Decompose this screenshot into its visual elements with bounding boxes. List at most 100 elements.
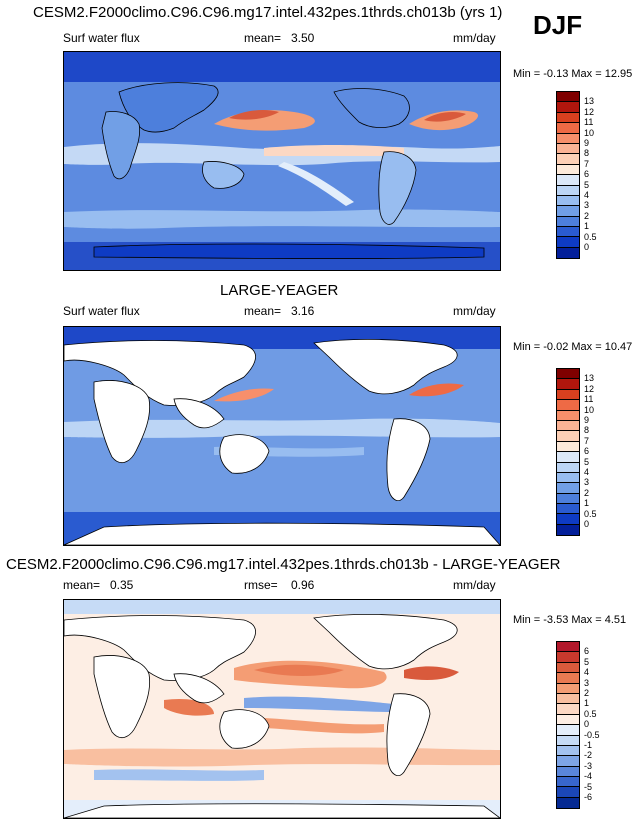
colorbar-swatch	[557, 787, 579, 798]
colorbar-tick-label: 11	[584, 394, 594, 405]
colorbar-tick-label: 0	[584, 242, 590, 252]
colorbar-swatch	[557, 714, 579, 726]
colorbar-swatch	[557, 133, 579, 144]
colorbar-swatch	[557, 777, 579, 788]
colorbar-swatch	[557, 410, 579, 421]
colorbar-tick-label: 9	[584, 138, 590, 148]
panel3-colorbar	[556, 641, 580, 810]
colorbar-tick-label: 7	[584, 435, 590, 446]
colorbar-tick-label: -5	[584, 781, 593, 792]
colorbar-swatch	[557, 420, 579, 432]
colorbar-swatch	[557, 683, 579, 694]
panel3-minmax: Min = -3.53 Max = 4.51	[513, 614, 627, 626]
panel3-mean-value: 0.35	[110, 578, 134, 592]
colorbar-tick-label: 2	[584, 210, 590, 221]
panel3-mean-label: mean=	[63, 578, 101, 592]
colorbar-swatch	[557, 195, 579, 207]
colorbar-swatch	[557, 756, 579, 767]
colorbar-tick-label: 6	[584, 169, 590, 180]
colorbar-tick-label: 5	[584, 179, 590, 190]
colorbar-tick-label: 12	[584, 383, 595, 394]
panel3-rmse-label: rmse=	[244, 578, 278, 592]
colorbar-tick-label: 10	[584, 404, 595, 415]
panel2-map	[63, 326, 501, 546]
colorbar-swatch	[557, 441, 579, 453]
colorbar-tick-label: 5	[584, 656, 590, 667]
colorbar-swatch	[557, 745, 579, 757]
colorbar-tick-label: 2	[584, 487, 590, 498]
colorbar-swatch	[557, 123, 579, 134]
colorbar-swatch	[557, 185, 579, 196]
colorbar-tick-label: 9	[584, 415, 590, 425]
panel1-mean-label: mean=	[244, 31, 282, 45]
colorbar-tick-label: 1	[584, 698, 590, 709]
colorbar-swatch	[557, 400, 579, 411]
colorbar-tick-label: -0.5	[584, 729, 600, 740]
colorbar-tick-label: 0	[584, 519, 590, 529]
colorbar-swatch	[557, 462, 579, 473]
colorbar-tick-label: 2	[584, 688, 590, 698]
colorbar-swatch	[557, 379, 579, 390]
colorbar-swatch	[557, 735, 579, 746]
colorbar-swatch	[557, 154, 579, 165]
panel2-title: LARGE-YEAGER	[220, 282, 339, 299]
colorbar-swatch	[557, 642, 579, 653]
panel3-title: CESM2.F2000climo.C96.C96.mg17.intel.432p…	[6, 556, 561, 573]
colorbar-swatch	[557, 797, 579, 809]
colorbar-tick-label: 11	[584, 117, 594, 128]
colorbar-tick-label: 0	[584, 719, 590, 730]
colorbar-tick-label: 8	[584, 425, 590, 436]
colorbar-swatch	[557, 472, 579, 484]
colorbar-swatch	[557, 431, 579, 442]
colorbar-tick-label: 0.5	[584, 231, 597, 242]
colorbar-swatch	[557, 766, 579, 778]
colorbar-swatch	[557, 483, 579, 494]
colorbar-swatch	[557, 662, 579, 674]
colorbar-tick-label: 8	[584, 148, 590, 159]
colorbar-tick-label: -2	[584, 750, 593, 761]
colorbar-swatch	[557, 673, 579, 684]
colorbar-swatch	[557, 92, 579, 103]
colorbar-swatch	[557, 216, 579, 228]
colorbar-tick-label: 1	[584, 221, 590, 232]
panel1-units: mm/day	[453, 31, 496, 45]
panel2-units: mm/day	[453, 304, 496, 318]
colorbar-tick-label: 13	[584, 373, 595, 384]
colorbar-tick-label: 6	[584, 446, 590, 457]
colorbar-tick-label: 12	[584, 106, 595, 117]
panel1-title: CESM2.F2000climo.C96.C96.mg17.intel.432p…	[33, 4, 503, 21]
colorbar-tick-label: -4	[584, 771, 593, 782]
colorbar-swatch	[557, 369, 579, 380]
panel2-mean-value: 3.16	[291, 304, 315, 318]
season-label: DJF	[533, 10, 583, 40]
colorbar-tick-label: 0.5	[584, 508, 597, 519]
colorbar-tick-label: 3	[584, 677, 590, 688]
colorbar-swatch	[557, 143, 579, 155]
colorbar-swatch	[557, 389, 579, 401]
colorbar-swatch	[557, 227, 579, 238]
panel2-colorbar	[556, 368, 580, 537]
colorbar-swatch	[557, 704, 579, 715]
colorbar-tick-label: 1	[584, 498, 590, 509]
panel2-mean-label: mean=	[244, 304, 282, 318]
panel1-variable: Surf water flux	[63, 31, 140, 45]
colorbar-swatch	[557, 504, 579, 515]
panel3-units: mm/day	[453, 578, 496, 592]
colorbar-tick-label: 3	[584, 477, 590, 488]
colorbar-swatch	[557, 112, 579, 124]
colorbar-swatch	[557, 693, 579, 705]
panel1-minmax: Min = -0.13 Max = 12.95	[513, 68, 633, 80]
colorbar-swatch	[557, 493, 579, 505]
colorbar-tick-label: 13	[584, 96, 595, 107]
panel2-variable: Surf water flux	[63, 304, 140, 318]
panel3-map	[63, 599, 501, 819]
colorbar-swatch	[557, 102, 579, 113]
panel3-rmse-value: 0.96	[291, 578, 315, 592]
colorbar-tick-label: 4	[584, 190, 590, 200]
panel2-minmax: Min = -0.02 Max = 10.47	[513, 341, 633, 353]
colorbar-tick-label: 3	[584, 200, 590, 211]
colorbar-swatch	[557, 247, 579, 259]
colorbar-tick-label: 6	[584, 646, 590, 657]
colorbar-tick-label: 10	[584, 127, 595, 138]
panel1-map	[63, 51, 501, 271]
